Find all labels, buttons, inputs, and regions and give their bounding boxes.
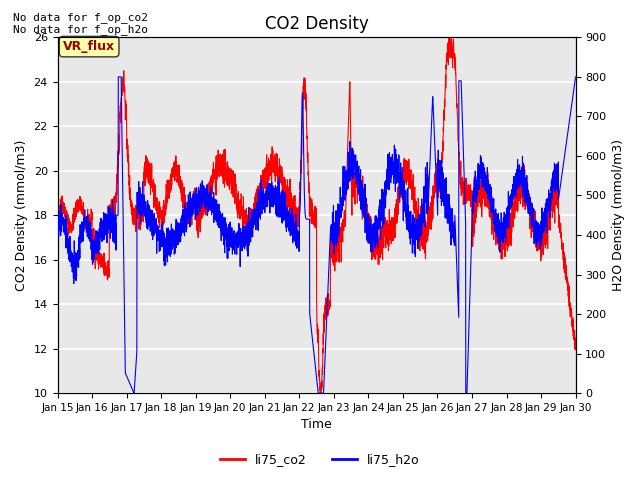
Legend: li75_co2, li75_h2o: li75_co2, li75_h2o bbox=[215, 448, 425, 471]
Title: CO2 Density: CO2 Density bbox=[265, 15, 369, 33]
Text: No data for f_op_co2
No data for f_op_h2o: No data for f_op_co2 No data for f_op_h2… bbox=[13, 12, 148, 36]
Y-axis label: H2O Density (mmol/m3): H2O Density (mmol/m3) bbox=[612, 139, 625, 291]
Y-axis label: CO2 Density (mmol/m3): CO2 Density (mmol/m3) bbox=[15, 140, 28, 291]
X-axis label: Time: Time bbox=[301, 419, 332, 432]
Text: VR_flux: VR_flux bbox=[63, 40, 115, 53]
